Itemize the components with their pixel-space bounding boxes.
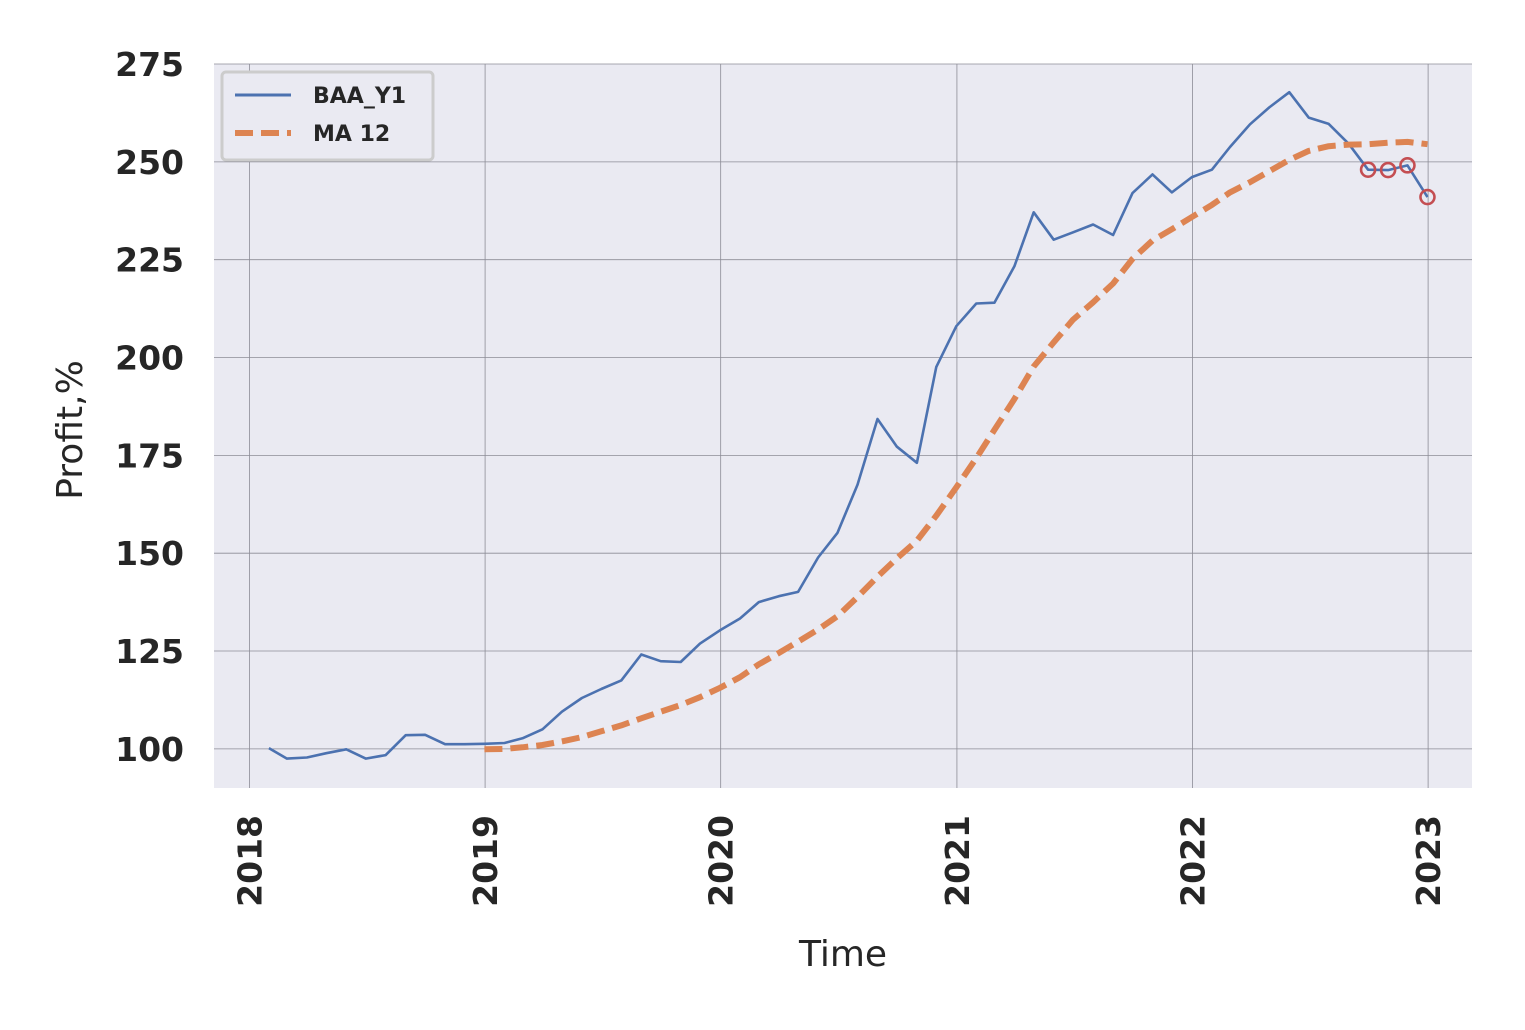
y-tick-label: 125 <box>115 632 184 671</box>
highlight-marker <box>1419 188 1436 206</box>
series-line-ma12 <box>484 138 1428 753</box>
x-tick-label: 2019 <box>466 815 505 907</box>
x-tick-label: 2020 <box>702 815 741 907</box>
y-tick-label: 250 <box>115 143 184 182</box>
highlight-markers <box>1359 157 1436 206</box>
plot-area <box>214 64 1472 788</box>
y-tick-label: 100 <box>115 730 184 769</box>
x-gridlines <box>249 64 1429 788</box>
y-axis-label: Profit,% <box>50 360 91 500</box>
x-tick-label: 2022 <box>1174 815 1213 907</box>
y-tick-labels: 100 125 150 175 200 225 250 275 <box>115 45 184 769</box>
highlight-marker <box>1359 161 1377 178</box>
y-tick-label: 275 <box>115 45 184 84</box>
series-line-baa-y1 <box>268 90 1429 760</box>
x-tick-labels: 2018 2019 2020 2021 2022 2023 <box>231 815 1449 907</box>
x-axis-label: Time <box>798 934 887 975</box>
legend-label-ma12: MA 12 <box>313 122 390 147</box>
highlight-marker <box>1379 161 1397 179</box>
x-tick-label: 2018 <box>231 815 270 907</box>
x-tick-label: 2021 <box>938 815 977 907</box>
y-tick-label: 150 <box>115 534 184 573</box>
y-tick-label: 225 <box>115 241 184 280</box>
legend-label-baa-y1: BAA_Y1 <box>313 84 406 109</box>
y-tick-label: 200 <box>115 339 184 378</box>
legend: BAA_Y1 MA 12 <box>220 70 435 162</box>
y-tick-label: 175 <box>115 436 184 475</box>
highlight-marker <box>1399 157 1416 174</box>
series-layer <box>268 90 1429 760</box>
y-gridlines <box>214 63 1472 750</box>
x-tick-label: 2023 <box>1409 815 1448 907</box>
